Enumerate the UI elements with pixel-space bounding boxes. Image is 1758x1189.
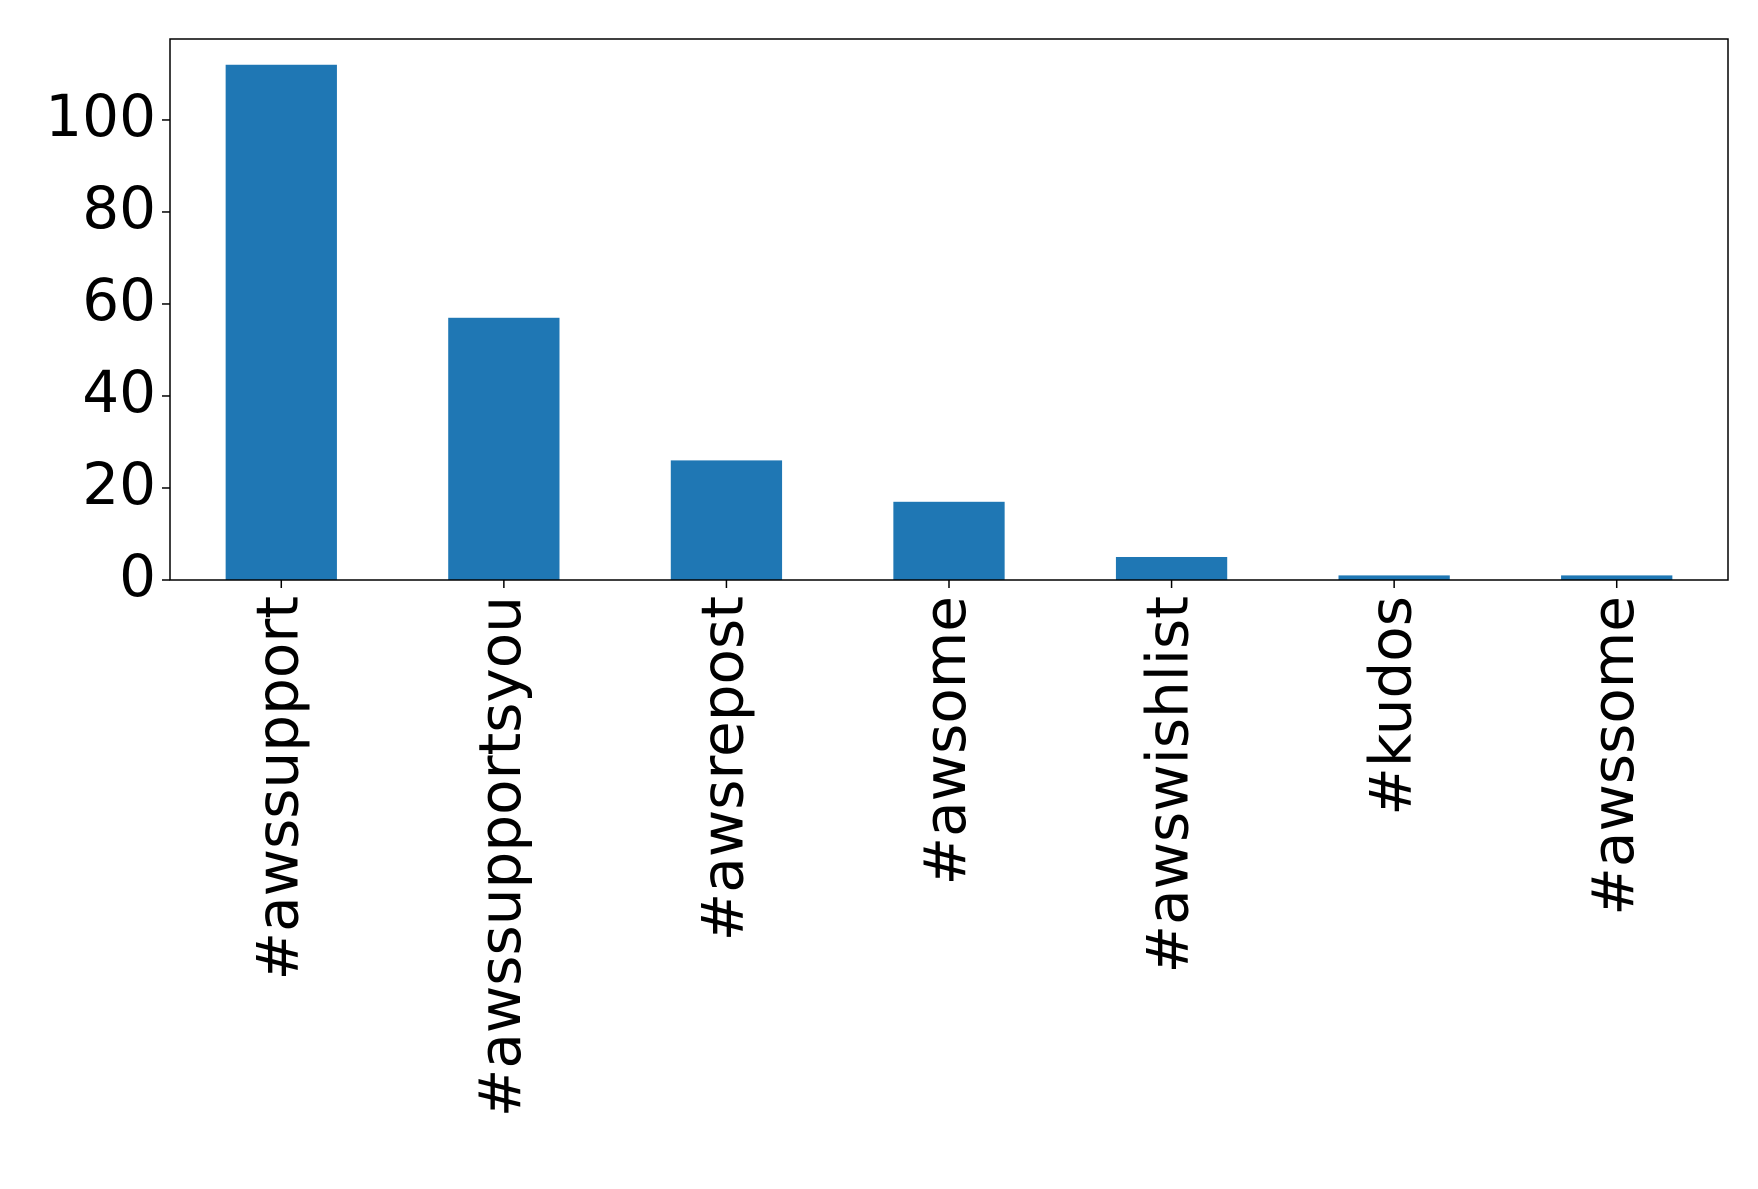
x-tick-label: #awsome <box>911 596 979 885</box>
bar <box>670 460 783 580</box>
bar <box>1115 556 1228 580</box>
y-tick-label: 40 <box>82 358 156 426</box>
x-tick-label: #awssupport <box>243 596 311 980</box>
x-tick-label: #awswishlist <box>1134 596 1202 974</box>
y-tick-label: 0 <box>119 542 156 610</box>
x-tick-label: #awssupportsyou <box>466 596 534 1117</box>
x-tick-label: #awsrepost <box>689 596 757 941</box>
y-tick-label: 100 <box>45 82 156 150</box>
bar <box>225 64 337 580</box>
y-tick-label: 60 <box>82 266 156 334</box>
axes-frame <box>169 38 1729 581</box>
y-tick-label: 80 <box>82 174 156 242</box>
y-tick-label: 20 <box>82 450 156 518</box>
bar <box>1561 575 1673 580</box>
bar <box>1338 575 1450 580</box>
bar <box>448 317 560 580</box>
bar <box>893 501 1005 580</box>
x-tick-label: #kudos <box>1356 596 1424 816</box>
x-tick-label: #awssome <box>1579 596 1647 916</box>
